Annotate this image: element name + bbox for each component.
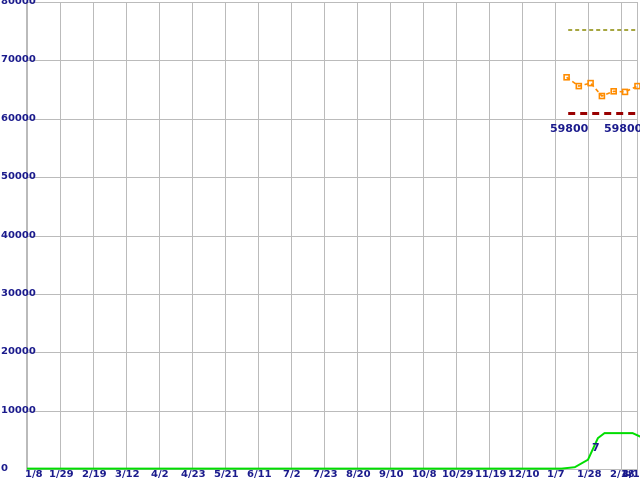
series-marker-orange-series — [610, 88, 618, 95]
x-tick-label: 1/29 — [49, 469, 74, 480]
darkred-value-label-left: 59800 — [550, 122, 589, 135]
x-tick-label: 4/18 — [622, 469, 640, 480]
x-tick-label: 7/2 — [283, 469, 301, 480]
x-tick-label: 5/21 — [214, 469, 239, 480]
x-tick-label: 1/8 — [25, 469, 43, 480]
y-tick-label: 50000 — [1, 171, 36, 182]
x-tick-label: 12/10 — [508, 469, 540, 480]
x-tick-label: 10/8 — [412, 469, 437, 480]
darkred-value-label-right: 59800 — [604, 122, 640, 135]
x-tick-label: 11/19 — [475, 469, 507, 480]
x-tick-label: 4/2 — [151, 469, 169, 480]
x-tick-label: 10/29 — [442, 469, 474, 480]
x-tick-label: 9/10 — [379, 469, 404, 480]
series-marker-orange-series — [598, 92, 606, 100]
series-marker-orange-series — [575, 82, 583, 90]
series-marker-orange-series — [563, 74, 570, 81]
x-tick-label: 1/28 — [577, 469, 602, 480]
y-tick-label: 40000 — [1, 230, 36, 241]
y-tick-label: 70000 — [1, 54, 36, 65]
x-tick-label: 7/23 — [313, 469, 338, 480]
series-marker-orange-series — [587, 79, 594, 87]
series-layer — [27, 29, 640, 470]
x-tick-label: 4/23 — [181, 469, 206, 480]
x-tick-label: 2/18 — [610, 469, 635, 480]
grid-lines — [26, 2, 638, 470]
y-tick-label: 60000 — [1, 113, 36, 124]
x-tick-label: 6/11 — [247, 469, 272, 480]
series-marker-orange-series — [634, 82, 640, 90]
series-line-orange-series — [566, 76, 638, 97]
x-tick-label: 2/19 — [82, 469, 107, 480]
y-tick-label: 0 — [1, 463, 8, 474]
series-line-green-series — [27, 432, 640, 470]
y-tick-label: 10000 — [1, 405, 36, 416]
y-tick-label: 80000 — [1, 0, 36, 7]
y-tick-label: 20000 — [1, 346, 36, 357]
x-tick-label: 3/11 — [622, 469, 640, 480]
x-tick-label: 1/7 — [547, 469, 565, 480]
x-tick-label: 8/20 — [346, 469, 371, 480]
series-marker-orange-series — [621, 88, 629, 96]
x-tick-label: 3/12 — [115, 469, 140, 480]
plot-frame — [26, 2, 638, 469]
green-value-label: 7 — [592, 441, 600, 454]
y-tick-label: 30000 — [1, 288, 36, 299]
